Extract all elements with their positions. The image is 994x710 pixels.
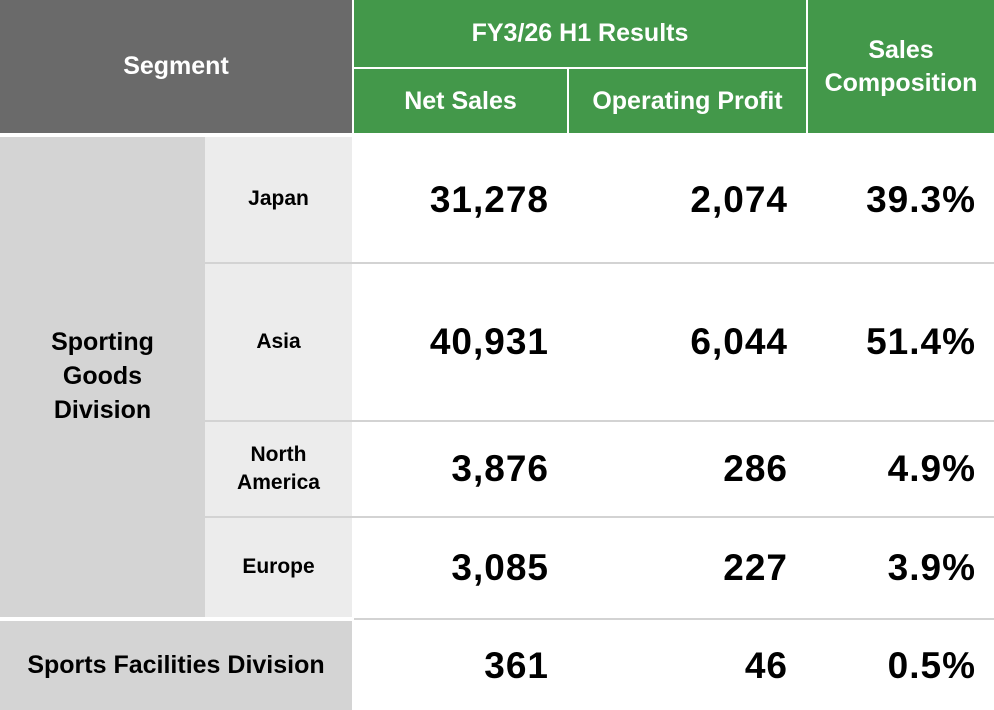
- composition-asia: 51.4%: [866, 321, 976, 362]
- composition-japan: 39.3%: [866, 178, 976, 220]
- operating-profit-north-america: 286: [723, 448, 788, 489]
- composition-europe: 3.9%: [887, 546, 976, 588]
- division-sports-facilities: Sports Facilities Division: [0, 621, 352, 710]
- operating-profit-europe: 227: [723, 546, 788, 588]
- composition-north-america: 4.9%: [887, 448, 976, 489]
- region-japan: Japan: [205, 137, 352, 262]
- header-operating-profit: Operating Profit: [569, 69, 806, 133]
- row-divider: [205, 516, 994, 518]
- net-sales-facilities: 361: [484, 644, 549, 686]
- region-north-america: North America: [205, 422, 352, 516]
- row-divider: [354, 618, 994, 620]
- net-sales-north-america: 3,876: [451, 448, 549, 489]
- header-fy-results: FY3/26 H1 Results: [354, 0, 806, 67]
- net-sales-europe: 3,085: [451, 546, 549, 588]
- region-europe: Europe: [205, 518, 352, 617]
- header-sales-composition: Sales Composition: [808, 0, 994, 133]
- operating-profit-japan: 2,074: [690, 178, 788, 220]
- operating-profit-facilities: 46: [744, 644, 788, 686]
- division-sporting-goods: Sporting Goods Division: [0, 137, 205, 617]
- operating-profit-asia: 6,044: [690, 321, 788, 362]
- net-sales-japan: 31,278: [429, 178, 549, 220]
- row-divider: [205, 262, 994, 264]
- composition-facilities: 0.5%: [887, 644, 976, 686]
- header-net-sales: Net Sales: [354, 69, 567, 133]
- row-divider: [205, 420, 994, 422]
- net-sales-asia: 40,931: [429, 321, 549, 362]
- region-asia: Asia: [205, 264, 352, 420]
- header-segment: Segment: [0, 0, 352, 133]
